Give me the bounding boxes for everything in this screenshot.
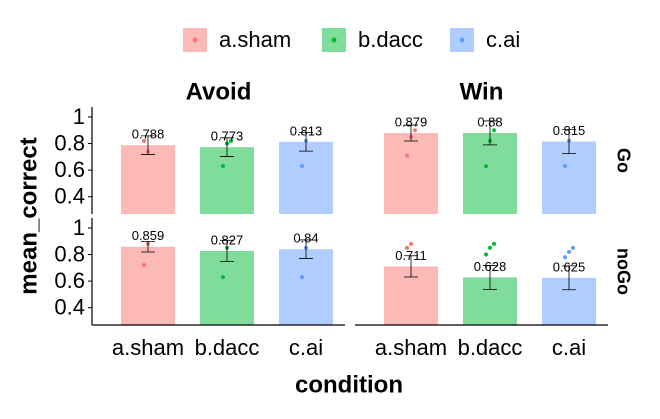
data-point — [409, 241, 413, 246]
column-strip: Avoid — [186, 78, 252, 105]
x-tick-label: a.sham — [375, 335, 447, 360]
y-axis-title: mean_correct — [15, 137, 42, 294]
value-label: 0.815 — [553, 123, 586, 138]
bar — [279, 249, 333, 325]
error-bar — [141, 240, 155, 253]
legend-dot — [459, 37, 465, 43]
x-tick-label: b.dacc — [195, 335, 260, 360]
error-bar — [404, 124, 418, 142]
value-label: 0.628 — [474, 259, 507, 274]
data-point — [484, 252, 488, 257]
value-label: 0.827 — [211, 232, 244, 247]
data-point — [142, 138, 146, 143]
value-label: 0.84 — [293, 231, 318, 246]
column-strip: Win — [460, 78, 504, 105]
data-point — [221, 275, 225, 280]
data-point — [405, 153, 409, 158]
x-tick-label: a.sham — [112, 335, 184, 360]
x-axis-title: condition — [295, 371, 403, 398]
error-bar — [220, 137, 234, 157]
x-tick-label: c.ai — [552, 335, 586, 360]
legend-dot — [192, 37, 198, 43]
data-point — [142, 263, 146, 268]
row-strip: noGo — [613, 248, 633, 295]
error-bar — [299, 239, 313, 259]
data-point — [300, 164, 304, 169]
bar — [463, 132, 517, 214]
legend-dot — [331, 37, 337, 43]
x-tick-label: c.ai — [289, 335, 323, 360]
bar — [200, 147, 254, 214]
error-bar — [483, 265, 497, 290]
data-point — [563, 164, 567, 169]
data-point — [221, 164, 225, 169]
bar — [279, 141, 333, 214]
x-tick-label: b.dacc — [458, 335, 523, 360]
value-label: 0.813 — [290, 123, 323, 138]
y-tick-label: 0.4 — [54, 184, 85, 209]
value-label: 0.88 — [477, 114, 502, 129]
value-label: 0.859 — [132, 228, 165, 243]
legend-label: a.sham — [219, 27, 291, 52]
y-tick-label: 0.6 — [54, 157, 85, 182]
error-bar — [299, 132, 313, 152]
error-bar — [220, 239, 234, 262]
value-label: 0.711 — [395, 248, 427, 263]
value-label: 0.625 — [553, 259, 586, 274]
data-point — [492, 128, 496, 133]
bar — [121, 145, 175, 214]
data-point — [492, 241, 496, 246]
data-point — [229, 138, 233, 143]
value-label: 0.879 — [395, 114, 428, 129]
error-bar — [562, 129, 576, 154]
data-point — [484, 164, 488, 169]
data-point — [413, 128, 417, 133]
error-bar — [483, 120, 497, 146]
data-point — [405, 245, 409, 250]
data-point — [563, 255, 567, 260]
bar — [200, 250, 254, 325]
y-tick-label: 0.8 — [54, 241, 85, 266]
error-bar — [562, 265, 576, 291]
row-strip: Go — [613, 148, 633, 173]
value-label: 0.788 — [132, 127, 165, 142]
data-point — [488, 245, 492, 250]
data-point — [571, 245, 575, 250]
data-point — [567, 249, 571, 254]
bar — [121, 246, 175, 325]
error-bar — [141, 135, 155, 155]
y-tick-label: 1 — [73, 215, 85, 240]
data-point — [300, 275, 304, 280]
legend-label: b.dacc — [358, 27, 423, 52]
y-tick-label: 1 — [73, 104, 85, 129]
value-label: 0.773 — [211, 129, 244, 144]
y-tick-label: 0.4 — [54, 295, 85, 320]
y-tick-label: 0.8 — [54, 130, 85, 155]
legend-label: c.ai — [486, 27, 520, 52]
error-bar — [404, 255, 418, 278]
bar — [384, 133, 438, 214]
y-tick-label: 0.6 — [54, 268, 85, 293]
